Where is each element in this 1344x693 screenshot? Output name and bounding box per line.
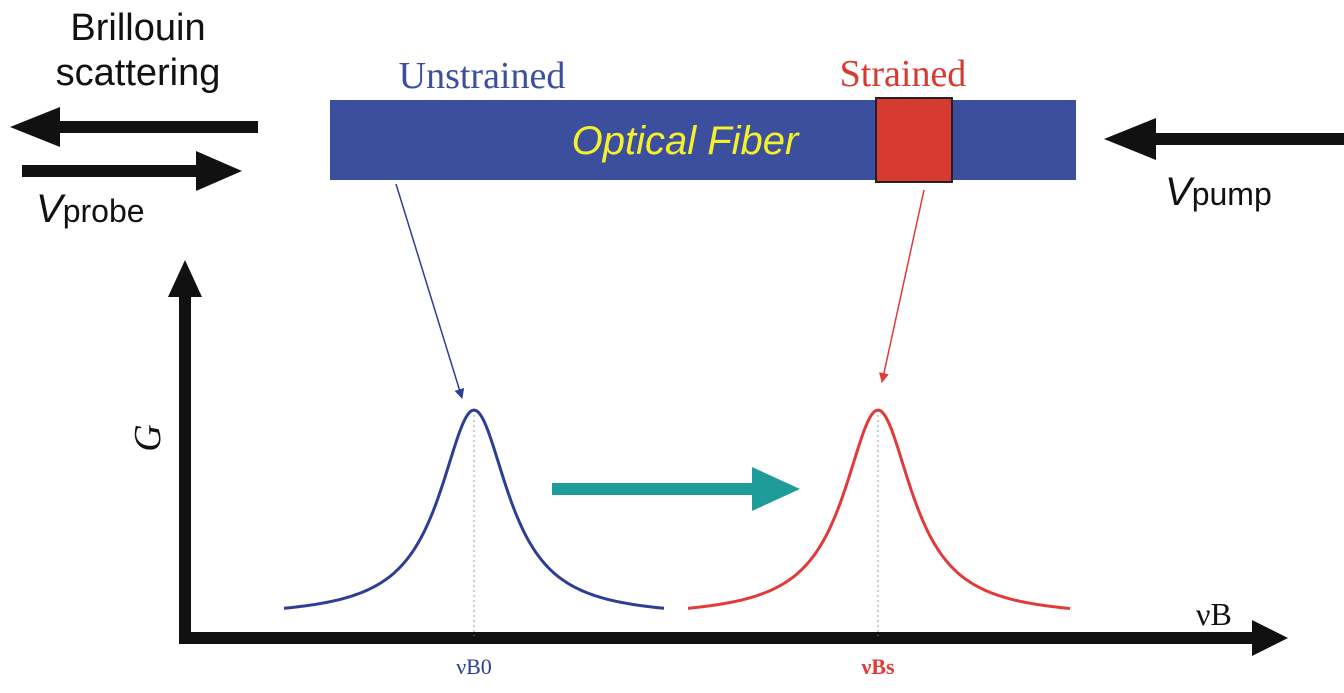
y-axis-label: G — [127, 424, 169, 451]
probe-subscript: probe — [63, 193, 145, 229]
pump-symbol: V — [1165, 170, 1195, 214]
unstrained-label: Unstrained — [399, 55, 566, 97]
optical-fiber-label: Optical Fiber — [572, 119, 800, 163]
brillouin-label-line1: Brillouin — [70, 7, 205, 49]
strained-section — [875, 97, 953, 183]
pump-label: Vpump — [1165, 170, 1272, 214]
x-axis-label: νB — [1196, 596, 1232, 632]
strained-pointer-arrow — [879, 189, 925, 383]
scattering-arrow-left — [10, 107, 258, 147]
y-axis — [168, 260, 202, 642]
strained-gain-curve — [687, 408, 1071, 610]
unstrained-pointer-arrow — [395, 183, 465, 399]
probe-arrow-right — [22, 151, 242, 191]
pump-arrow-left — [1104, 118, 1344, 160]
strained-label: Strained — [840, 53, 967, 95]
peak-unstrained-label: νB0 — [456, 654, 492, 679]
x-axis — [179, 620, 1288, 656]
peak-strained-label: νBs — [860, 654, 895, 679]
frequency-shift-arrow — [552, 467, 800, 511]
probe-symbol: V — [36, 187, 66, 231]
probe-label: Vprobe — [36, 187, 145, 231]
brillouin-label-line2: scattering — [56, 52, 221, 94]
unstrained-gain-curve — [283, 408, 665, 610]
pump-subscript: pump — [1192, 176, 1272, 212]
